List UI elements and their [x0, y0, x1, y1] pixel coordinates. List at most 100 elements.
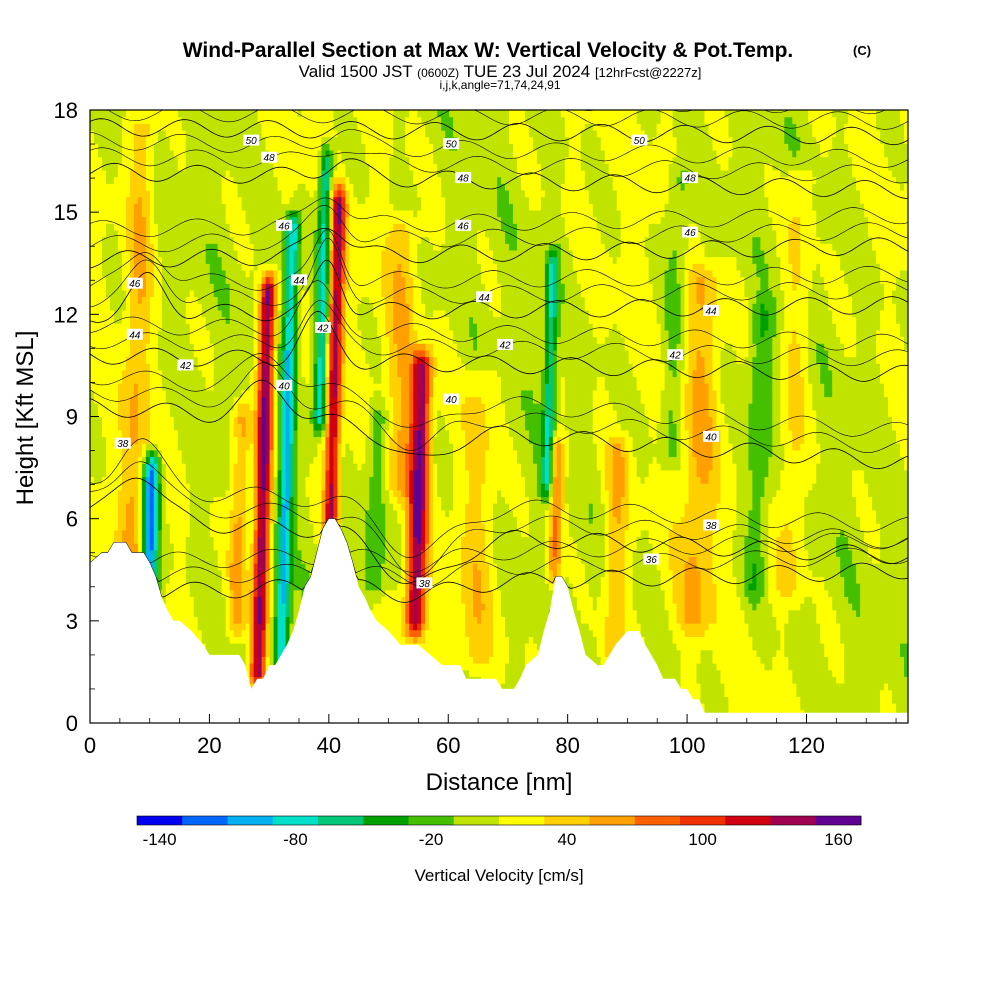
velocity-cell — [269, 356, 275, 364]
velocity-cell — [277, 636, 283, 644]
velocity-cell — [109, 456, 115, 464]
velocity-cell — [145, 449, 151, 458]
velocity-cell — [117, 169, 123, 178]
velocity-cell — [141, 110, 147, 118]
velocity-cell — [213, 316, 219, 324]
velocity-cell — [193, 356, 199, 364]
velocity-cell — [289, 616, 295, 624]
velocity-cell — [261, 609, 267, 617]
velocity-cell — [221, 229, 227, 238]
velocity-cell — [113, 376, 119, 384]
velocity-cell — [261, 589, 267, 597]
velocity-cell — [241, 569, 247, 578]
velocity-cell — [153, 483, 159, 491]
velocity-cell — [93, 409, 99, 418]
velocity-cell — [249, 483, 255, 491]
velocity-cell — [129, 383, 135, 391]
velocity-cell — [153, 309, 159, 318]
velocity-cell — [181, 416, 187, 424]
velocity-cell — [261, 503, 267, 511]
velocity-cell — [221, 203, 227, 211]
velocity-cell — [185, 449, 191, 458]
velocity-cell — [257, 516, 263, 524]
velocity-cell — [269, 616, 275, 624]
velocity-cell — [245, 536, 251, 544]
velocity-cell — [97, 223, 103, 231]
velocity-cell — [233, 609, 239, 617]
velocity-cell — [293, 516, 299, 524]
velocity-cell — [197, 263, 203, 271]
velocity-cell — [225, 423, 231, 431]
velocity-cell — [121, 209, 127, 218]
velocity-cell — [253, 469, 259, 478]
velocity-cell — [249, 236, 255, 244]
velocity-cell — [209, 189, 215, 198]
velocity-cell — [297, 536, 303, 544]
velocity-cell — [213, 616, 219, 624]
velocity-cell — [233, 556, 239, 564]
velocity-cell — [101, 123, 107, 131]
velocity-cell — [145, 369, 151, 378]
velocity-cell — [153, 403, 159, 411]
velocity-cell — [213, 216, 219, 224]
velocity-cell — [141, 416, 147, 424]
velocity-cell — [261, 343, 267, 351]
velocity-cell — [169, 349, 175, 358]
velocity-cell — [141, 543, 147, 551]
velocity-cell — [205, 196, 211, 204]
velocity-cell — [113, 503, 119, 511]
velocity-cell — [265, 263, 271, 271]
velocity-cell — [261, 296, 267, 304]
velocity-cell — [153, 389, 159, 398]
velocity-cell — [133, 543, 139, 551]
velocity-cell — [249, 649, 255, 657]
velocity-cell — [90, 509, 95, 518]
velocity-cell — [229, 496, 235, 504]
velocity-cell — [101, 349, 107, 358]
velocity-cell — [141, 323, 147, 331]
velocity-cell — [205, 456, 211, 464]
velocity-cell — [161, 149, 167, 158]
velocity-cell — [221, 136, 227, 144]
velocity-cell — [129, 209, 135, 218]
velocity-cell — [225, 309, 231, 318]
velocity-cell — [277, 569, 283, 578]
velocity-cell — [233, 289, 239, 298]
velocity-cell — [145, 536, 151, 544]
velocity-cell — [153, 289, 159, 298]
velocity-cell — [177, 123, 183, 131]
velocity-cell — [253, 309, 259, 318]
velocity-cell — [301, 136, 307, 144]
velocity-cell — [237, 509, 243, 518]
velocity-cell — [197, 436, 203, 444]
velocity-cell — [289, 409, 295, 418]
velocity-cell — [173, 616, 179, 624]
velocity-cell — [209, 456, 215, 464]
velocity-cell — [101, 183, 107, 191]
velocity-cell — [153, 536, 159, 544]
velocity-cell — [157, 183, 163, 191]
velocity-cell — [189, 416, 195, 424]
velocity-cell — [141, 356, 147, 364]
velocity-cell — [241, 269, 247, 278]
velocity-cell — [293, 343, 299, 351]
velocity-cell — [249, 476, 255, 484]
velocity-cell — [145, 203, 151, 211]
velocity-cell — [253, 349, 259, 358]
velocity-cell — [205, 223, 211, 231]
velocity-cell — [241, 469, 247, 478]
velocity-cell — [261, 203, 267, 211]
velocity-cell — [257, 489, 263, 498]
velocity-cell — [129, 289, 135, 298]
velocity-cell — [169, 123, 175, 131]
velocity-cell — [117, 269, 123, 278]
velocity-cell — [301, 183, 307, 191]
velocity-cell — [277, 343, 283, 351]
velocity-cell — [269, 363, 275, 371]
velocity-cell — [157, 296, 163, 304]
velocity-cell — [233, 116, 239, 124]
velocity-cell — [297, 209, 303, 218]
velocity-cell — [233, 189, 239, 198]
velocity-cell — [277, 136, 283, 144]
velocity-cell — [273, 283, 279, 291]
